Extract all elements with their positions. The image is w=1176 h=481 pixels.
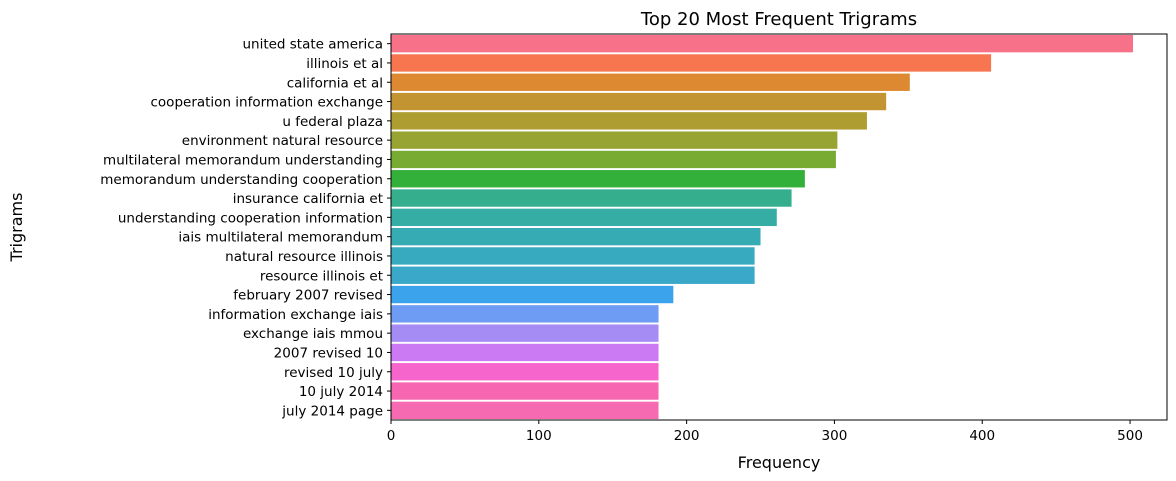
y-tick-label: environment natural resource — [182, 133, 383, 149]
y-tick-label: revised 10 july — [284, 365, 383, 381]
x-tick-label: 0 — [387, 428, 396, 444]
bar — [391, 324, 659, 342]
x-ticks: 0 100 200 300 400 500 — [387, 420, 1143, 444]
x-axis-label: Frequency — [738, 453, 821, 472]
bar — [391, 266, 755, 284]
bar — [391, 131, 838, 149]
x-tick-label: 200 — [674, 428, 700, 444]
y-tick-label: illinois et al — [306, 56, 383, 72]
bar — [391, 150, 836, 169]
y-tick-label: 2007 revised 10 — [274, 345, 383, 361]
y-tick-labels: united state america illinois et al califo… — [100, 37, 391, 419]
bar — [391, 227, 761, 246]
bar — [391, 34, 1134, 53]
y-tick-label: u federal plaza — [282, 114, 383, 130]
y-tick-label: exchange iais mmou — [243, 326, 383, 342]
bar — [391, 401, 659, 420]
y-tick-label: understanding cooperation information — [118, 210, 383, 226]
y-tick-label: cooperation information exchange — [151, 95, 384, 111]
y-tick-label: july 2014 page — [281, 403, 383, 419]
y-tick-label: information exchange iais — [208, 307, 383, 323]
y-tick-label: february 2007 revised — [233, 288, 383, 304]
bars-group — [391, 34, 1134, 420]
y-tick-label: 10 july 2014 — [299, 384, 383, 400]
x-tick-label: 400 — [969, 428, 995, 444]
bar — [391, 92, 887, 111]
bar — [391, 247, 755, 265]
bar — [391, 54, 992, 72]
y-tick-label: natural resource illinois — [225, 249, 383, 265]
y-axis-label: Trigrams — [7, 193, 26, 263]
y-tick-label: resource illinois et — [260, 268, 383, 284]
bar — [391, 363, 659, 381]
bar — [391, 305, 659, 323]
plot-frame — [390, 33, 1168, 421]
bar — [391, 285, 674, 304]
bar — [391, 112, 867, 130]
y-tick-label: united state america — [242, 37, 383, 53]
x-tick-label: 100 — [526, 428, 552, 444]
x-tick-label: 500 — [1117, 428, 1143, 444]
bar — [391, 189, 792, 207]
bar — [391, 208, 777, 227]
bar — [391, 73, 910, 91]
y-tick-label: california et al — [287, 75, 383, 91]
bar — [391, 382, 659, 400]
y-tick-label: multilateral memorandum understanding — [103, 152, 383, 168]
chart-title: Top 20 Most Frequent Trigrams — [640, 9, 917, 30]
y-tick-label: insurance california et — [233, 191, 383, 207]
bar — [391, 170, 805, 188]
x-tick-label: 300 — [822, 428, 848, 444]
y-tick-label: iais multilateral memorandum — [178, 230, 383, 246]
bar — [391, 343, 659, 362]
y-tick-label: memorandum understanding cooperation — [100, 172, 383, 188]
